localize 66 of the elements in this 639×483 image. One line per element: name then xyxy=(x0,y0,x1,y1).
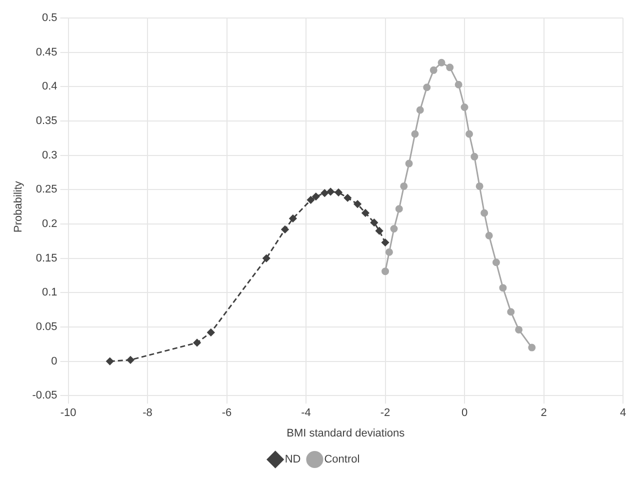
point xyxy=(382,268,390,276)
point xyxy=(405,160,413,168)
x-tick-label: -10 xyxy=(60,407,76,420)
point xyxy=(207,328,215,336)
point xyxy=(281,226,289,234)
y-tick-label: 0.4 xyxy=(42,80,58,93)
x-tick-label: 0 xyxy=(461,407,468,420)
y-tick-label: 0.5 xyxy=(42,12,58,24)
point xyxy=(492,258,500,266)
point xyxy=(376,227,384,235)
point xyxy=(466,130,474,138)
y-tick-label: 0 xyxy=(51,355,58,368)
point xyxy=(312,192,320,200)
point xyxy=(193,338,201,346)
point xyxy=(423,84,431,92)
y-tick-label: 0.45 xyxy=(36,46,58,58)
point xyxy=(307,196,315,204)
y-tick-label: 0.1 xyxy=(42,286,58,299)
point xyxy=(480,209,488,217)
point xyxy=(382,238,390,246)
point xyxy=(416,106,424,114)
point xyxy=(470,152,478,160)
y-tick-label: -0.05 xyxy=(32,390,58,402)
y-tick-label: 0.35 xyxy=(36,115,58,128)
point xyxy=(370,218,378,226)
point xyxy=(385,248,393,256)
point xyxy=(438,58,446,66)
x-axis-title: BMI standard deviations xyxy=(286,427,406,440)
point xyxy=(400,182,408,190)
point xyxy=(499,284,507,292)
point xyxy=(326,188,334,196)
point xyxy=(515,326,523,334)
point xyxy=(106,358,114,366)
point xyxy=(454,80,462,88)
point xyxy=(262,254,270,262)
y-tick-label: 0.2 xyxy=(42,218,58,230)
x-tick-label: 2 xyxy=(540,407,547,420)
x-tick-label: -6 xyxy=(222,407,232,420)
x-tick-label: -8 xyxy=(142,407,152,420)
point xyxy=(390,225,398,233)
point xyxy=(528,344,536,352)
point xyxy=(362,209,370,217)
point xyxy=(334,188,342,196)
y-tick-label: 0.25 xyxy=(36,184,58,196)
point xyxy=(344,194,352,202)
point xyxy=(430,66,438,74)
x-tick-label: -2 xyxy=(380,407,390,420)
point xyxy=(460,104,468,111)
point xyxy=(320,189,328,197)
legend-label: Control xyxy=(324,454,360,466)
y-axis-title: Probability xyxy=(12,180,25,232)
point xyxy=(476,182,484,190)
point xyxy=(354,200,362,208)
point xyxy=(289,214,297,222)
point xyxy=(126,356,134,364)
x-tick-label: 4 xyxy=(620,407,626,420)
point xyxy=(507,308,515,316)
y-tick-label: 0.3 xyxy=(42,149,58,162)
y-tick-label: 0.05 xyxy=(36,320,58,333)
point xyxy=(485,232,493,240)
point xyxy=(411,130,419,138)
point xyxy=(395,205,403,213)
legend-label: ND xyxy=(284,454,301,466)
x-tick-label: -4 xyxy=(301,407,311,420)
y-tick-label: 0.15 xyxy=(36,252,58,264)
point xyxy=(446,64,454,72)
